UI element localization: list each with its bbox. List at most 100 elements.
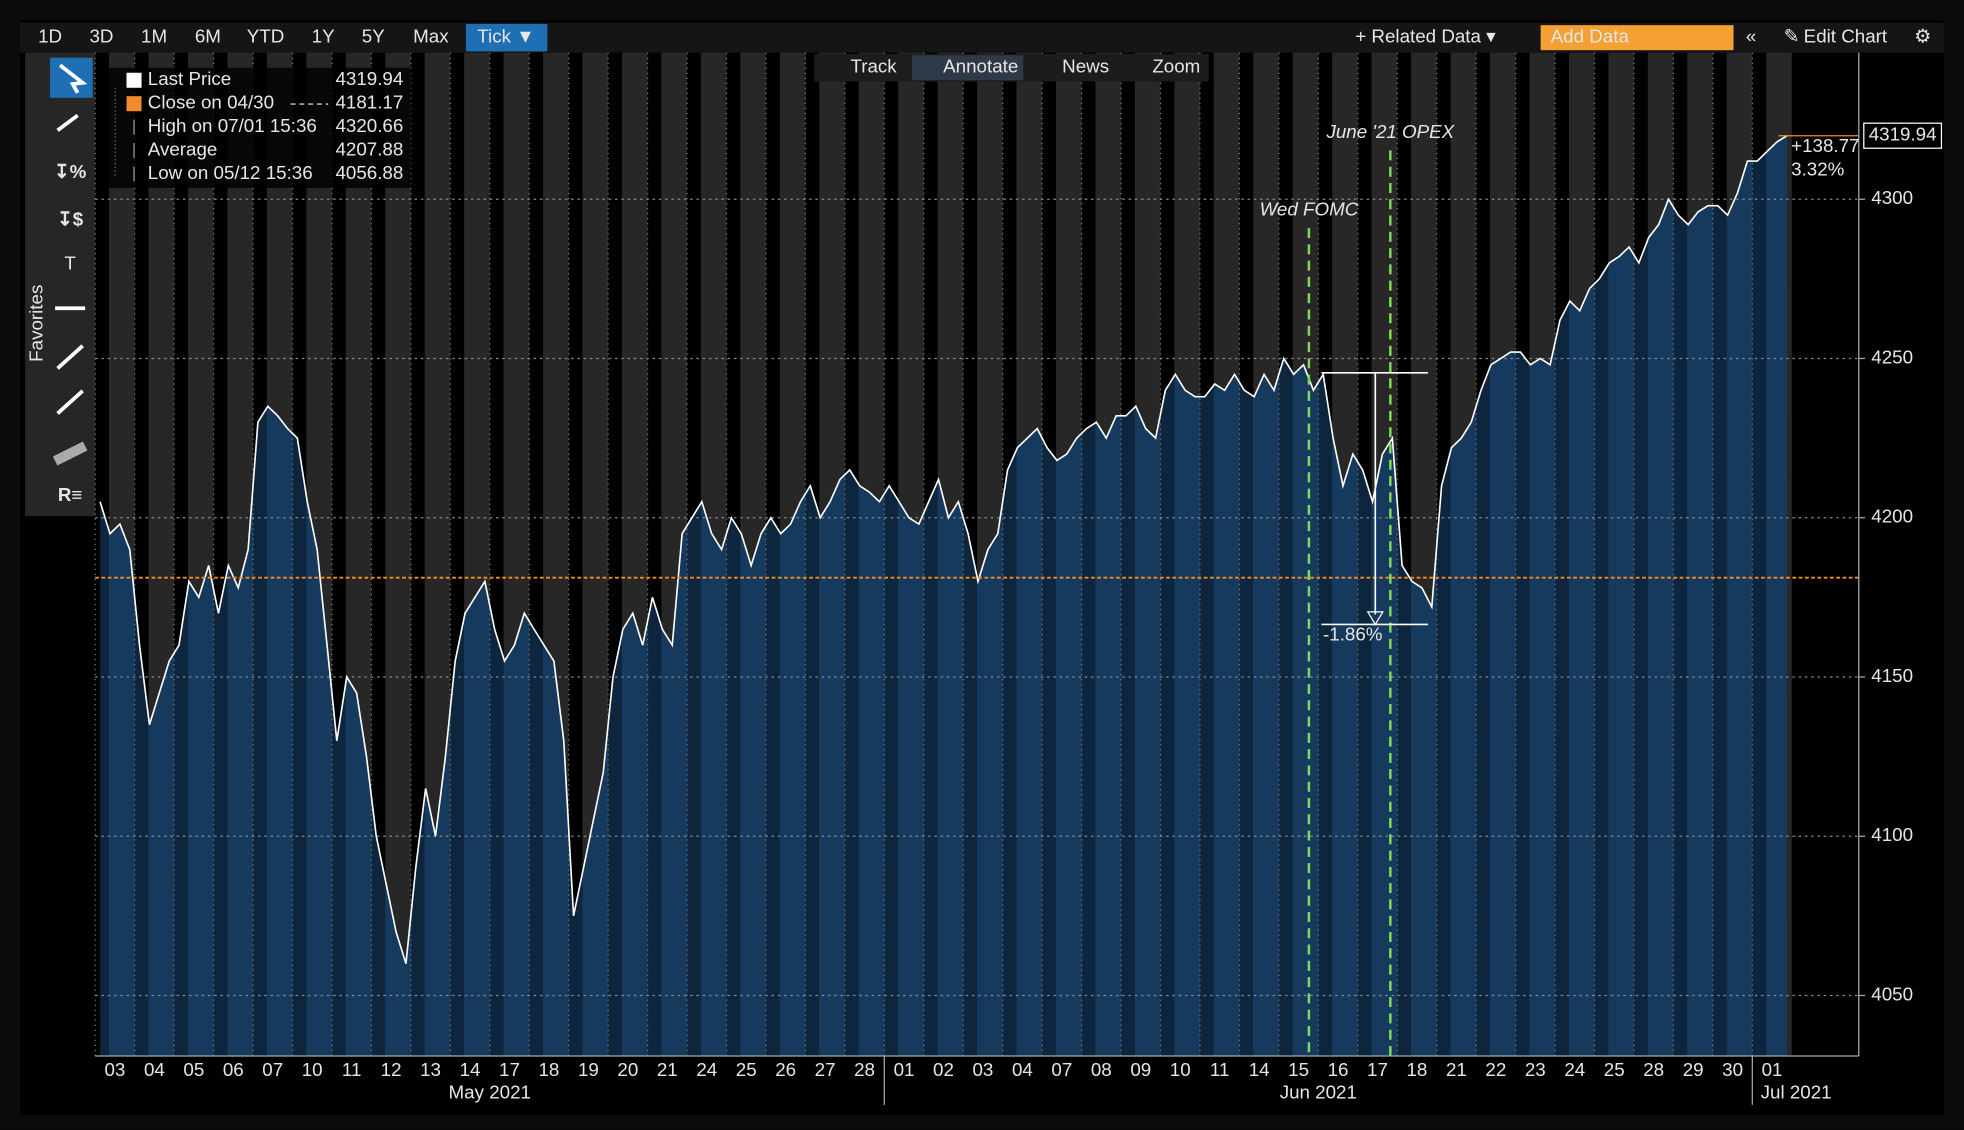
overnight-band bbox=[331, 52, 346, 1056]
price-area bbox=[100, 135, 1787, 1057]
overnight-band bbox=[1515, 52, 1530, 1056]
dollar-tool[interactable]: ↧$ bbox=[57, 209, 84, 230]
related-data[interactable]: + Related Data ▾ bbox=[1355, 26, 1496, 47]
legend-value: 4181.17 bbox=[335, 92, 403, 113]
overnight-band bbox=[1199, 52, 1214, 1056]
selected-range[interactable] bbox=[465, 23, 548, 52]
session-band bbox=[385, 52, 411, 1056]
legend-value: 4319.94 bbox=[335, 68, 403, 89]
y-tick-label: 4150 bbox=[1871, 665, 1913, 686]
trend-icon bbox=[56, 344, 84, 370]
text-tool[interactable]: T bbox=[64, 252, 76, 273]
range-button[interactable]: 1Y bbox=[312, 26, 335, 47]
y-tick-label: 4250 bbox=[1871, 346, 1913, 367]
range-button[interactable]: Max bbox=[413, 26, 449, 47]
y-tick-label: 4200 bbox=[1871, 506, 1913, 527]
overnight-band bbox=[95, 52, 110, 1056]
add-data[interactable]: Add Data bbox=[1551, 26, 1630, 47]
x-tick-label: 27 bbox=[815, 1059, 836, 1080]
measure-label: -1.86% bbox=[1323, 624, 1383, 645]
settings[interactable]: ⚙ bbox=[1914, 26, 1931, 47]
x-tick-label: 18 bbox=[1407, 1059, 1428, 1080]
x-tick-label: 04 bbox=[144, 1059, 165, 1080]
x-tick-label: 21 bbox=[1446, 1059, 1467, 1080]
price-line bbox=[99, 135, 1788, 964]
overnight-band bbox=[647, 52, 662, 1056]
x-tick-label: 07 bbox=[262, 1059, 283, 1080]
tick-button[interactable]: Tick ▼ bbox=[477, 26, 535, 47]
x-tick-label: 10 bbox=[302, 1059, 323, 1080]
overnight-band bbox=[292, 52, 307, 1056]
legend-label: Last Price bbox=[148, 68, 231, 89]
overnight-band bbox=[1673, 52, 1688, 1056]
overnight-band bbox=[1436, 52, 1451, 1056]
x-tick-label: 08 bbox=[1091, 1059, 1112, 1080]
annotation-text: Wed FOMC bbox=[1260, 198, 1359, 219]
overnight-band bbox=[371, 52, 386, 1056]
range-button[interactable]: 3D bbox=[89, 26, 113, 47]
x-tick-label: 30 bbox=[1722, 1059, 1743, 1080]
overnight-band bbox=[1318, 52, 1333, 1056]
overnight-band bbox=[1121, 52, 1135, 1056]
overnight-band bbox=[1555, 52, 1569, 1056]
arrow-icon bbox=[58, 63, 88, 94]
legend-swatch bbox=[126, 96, 142, 112]
legend-box bbox=[105, 67, 411, 188]
x-tick-label: 25 bbox=[736, 1059, 757, 1080]
chart-tool[interactable]: Track bbox=[850, 56, 897, 77]
y-tick-label: 4100 bbox=[1871, 824, 1913, 845]
x-tick-label: 20 bbox=[617, 1059, 638, 1080]
x-tick-label: 14 bbox=[1249, 1059, 1270, 1080]
legend-label: Close on 04/30 bbox=[148, 92, 274, 113]
range-button[interactable]: YTD bbox=[247, 26, 285, 47]
x-tick-label: 24 bbox=[1564, 1059, 1585, 1080]
overnight-band bbox=[1594, 52, 1609, 1056]
pointer-tool[interactable] bbox=[50, 57, 93, 98]
x-tick-label: 04 bbox=[1012, 1059, 1033, 1080]
range-button[interactable]: 1M bbox=[141, 26, 167, 47]
month-label: Jul 2021 bbox=[1761, 1082, 1832, 1103]
favorites-label[interactable]: Favorites bbox=[26, 285, 47, 362]
add-data-box[interactable] bbox=[1540, 25, 1734, 51]
overnight-band bbox=[174, 52, 188, 1056]
legend-label: Average bbox=[148, 138, 218, 159]
x-tick-label: 23 bbox=[1525, 1059, 1546, 1080]
legend-value: 4320.66 bbox=[335, 115, 403, 136]
last-price-box bbox=[1863, 122, 1943, 149]
overnight-band bbox=[1278, 52, 1293, 1056]
overnight-band bbox=[805, 52, 820, 1056]
x-tick-label: 06 bbox=[223, 1059, 244, 1080]
pct-tool[interactable]: ↧% bbox=[54, 161, 87, 182]
overnight-band bbox=[1357, 52, 1372, 1056]
re-tool[interactable]: R≡ bbox=[58, 484, 83, 505]
edit-chart[interactable]: Edit Chart bbox=[1804, 26, 1888, 47]
x-tick-label: 09 bbox=[1130, 1059, 1151, 1080]
x-tick-label: 12 bbox=[381, 1059, 402, 1080]
collapse[interactable]: « bbox=[1746, 26, 1756, 47]
range-button[interactable]: 5Y bbox=[362, 26, 385, 47]
x-tick-label: 16 bbox=[1328, 1059, 1349, 1080]
chart-tool[interactable]: Annotate bbox=[943, 56, 1018, 77]
x-tick-label: 05 bbox=[183, 1059, 204, 1080]
x-tick-label: 14 bbox=[460, 1059, 481, 1080]
pen-icon bbox=[56, 113, 79, 132]
range-button[interactable]: 1D bbox=[38, 26, 62, 47]
overnight-band bbox=[608, 52, 622, 1056]
overnight-band bbox=[1002, 52, 1017, 1056]
x-tick-label: 25 bbox=[1604, 1059, 1625, 1080]
x-tick-label: 15 bbox=[1288, 1059, 1309, 1080]
overnight-band bbox=[1042, 52, 1056, 1056]
x-tick-label: 18 bbox=[538, 1059, 559, 1080]
range-button[interactable]: 6M bbox=[195, 26, 221, 47]
measure-head bbox=[1366, 611, 1384, 626]
channel-icon bbox=[52, 441, 88, 466]
change-pct: 3.32% bbox=[1791, 159, 1845, 180]
overnight-band bbox=[687, 52, 701, 1056]
overnight-band bbox=[1160, 52, 1175, 1056]
chart-tool[interactable]: Zoom bbox=[1152, 56, 1200, 77]
overnight-band bbox=[884, 52, 899, 1056]
chart-tool[interactable]: News bbox=[1062, 56, 1109, 77]
tool-icons bbox=[52, 63, 88, 466]
